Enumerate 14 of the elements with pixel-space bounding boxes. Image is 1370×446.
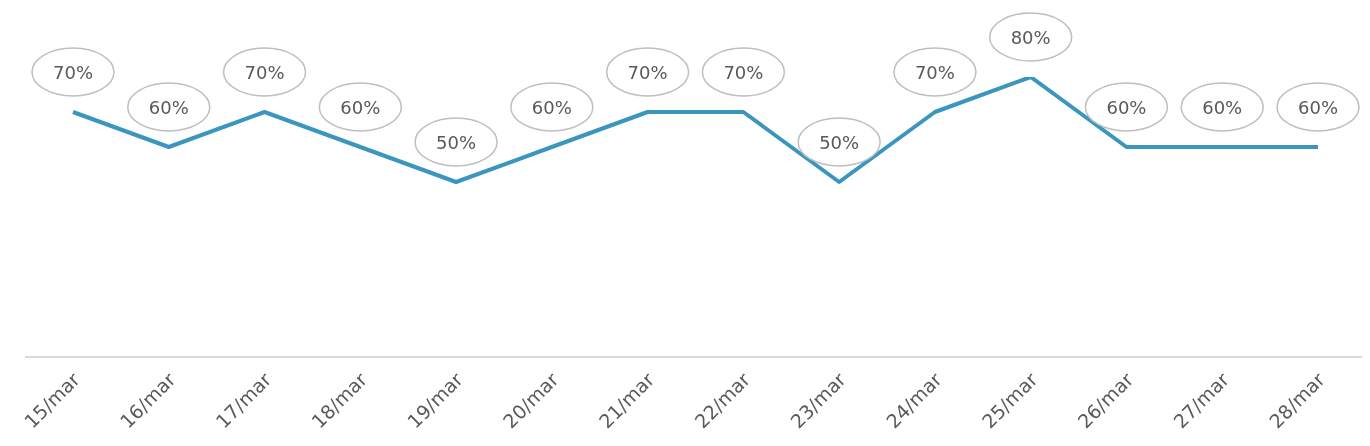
data-label: 70% xyxy=(627,61,668,83)
data-label: 50% xyxy=(819,131,860,153)
data-label: 60% xyxy=(148,96,189,118)
data-label: 60% xyxy=(531,96,572,118)
data-label: 60% xyxy=(1297,96,1339,118)
data-label: 60% xyxy=(340,96,381,118)
data-label: 70% xyxy=(723,61,764,83)
data-label: 80% xyxy=(1010,26,1051,48)
data-label: 60% xyxy=(1106,96,1147,118)
data-label: 70% xyxy=(52,61,94,83)
data-label: 50% xyxy=(436,131,477,153)
data-label: 70% xyxy=(914,61,955,83)
data-label: 70% xyxy=(244,61,285,83)
data-label: 60% xyxy=(1202,96,1243,118)
